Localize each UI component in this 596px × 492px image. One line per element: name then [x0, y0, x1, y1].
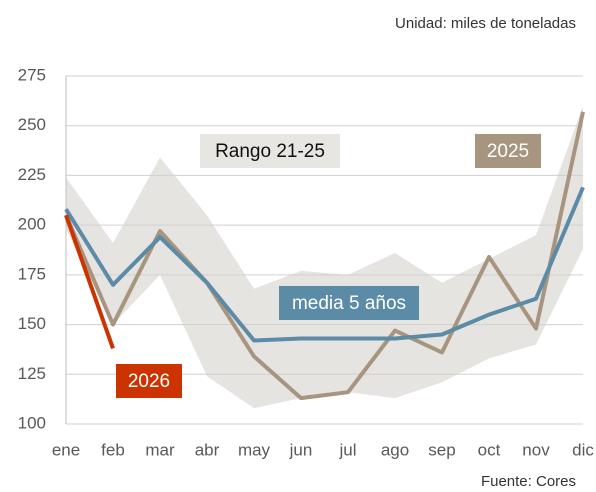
x-tick-label: ago — [381, 440, 409, 459]
range-label: Rango 21-25 — [215, 141, 325, 162]
subtitle: Unidad: miles de toneladas — [395, 15, 576, 32]
series-label-box — [475, 134, 541, 168]
x-tick-label: mar — [145, 440, 175, 459]
x-tick-label: abr — [195, 440, 220, 459]
x-tick-label: dic — [572, 440, 594, 459]
series-label-box — [279, 286, 419, 320]
y-tick-label: 225 — [18, 165, 46, 184]
x-tick-label: ene — [52, 440, 80, 459]
x-tick-label: oct — [478, 440, 501, 459]
x-tick-label: sep — [428, 440, 455, 459]
x-tick-label: may — [238, 440, 271, 459]
y-tick-label: 200 — [18, 215, 46, 234]
series-label: media 5 años — [292, 293, 406, 314]
series-line — [64, 186, 585, 343]
y-tick-label: 250 — [18, 115, 46, 134]
x-tick-label: feb — [101, 440, 125, 459]
x-tick-label: jun — [289, 440, 313, 459]
series-label-box — [116, 364, 182, 398]
series-line — [64, 214, 115, 350]
source: Fuente: Cores — [481, 473, 576, 490]
y-tick-label: 150 — [18, 314, 46, 333]
range-label-box — [200, 134, 340, 168]
x-tick-label: nov — [522, 440, 550, 459]
y-tick-label: 125 — [18, 364, 46, 383]
x-tick-label: jul — [338, 440, 356, 459]
series-label: 2025 — [487, 141, 529, 162]
y-tick-label: 175 — [18, 264, 46, 283]
y-tick-label: 100 — [18, 413, 46, 432]
y-tick-label: 275 — [18, 65, 46, 84]
series-label: 2026 — [128, 371, 170, 392]
